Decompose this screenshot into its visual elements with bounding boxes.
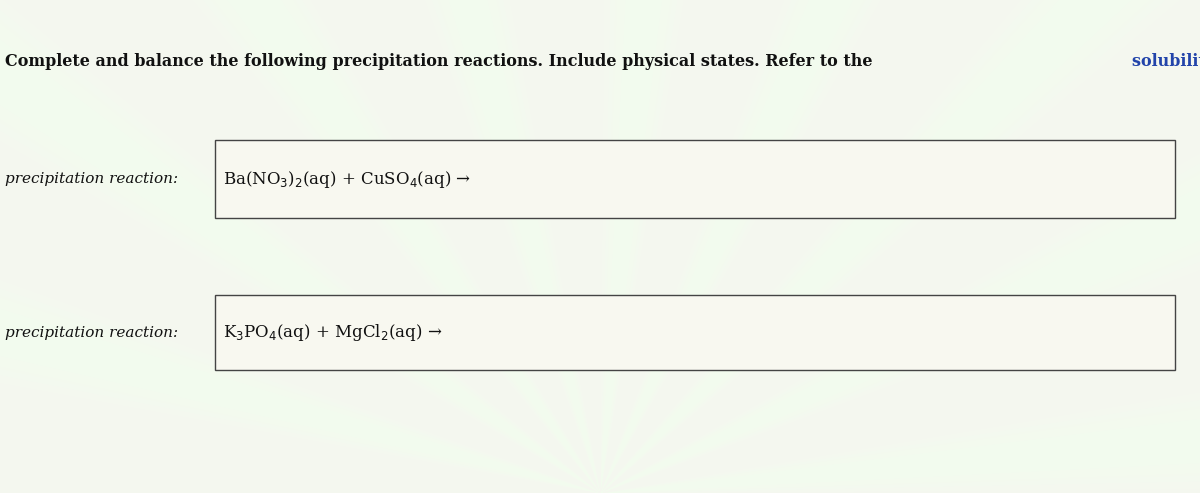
Text: precipitation reaction:: precipitation reaction: <box>5 172 178 186</box>
Text: solubility rules: solubility rules <box>1132 54 1200 70</box>
Bar <box>215 295 1175 370</box>
Text: K$_3$PO$_4$(aq) + MgCl$_2$(aq) →: K$_3$PO$_4$(aq) + MgCl$_2$(aq) → <box>223 322 443 343</box>
Text: Ba(NO$_3$)$_2$(aq) + CuSO$_4$(aq) →: Ba(NO$_3$)$_2$(aq) + CuSO$_4$(aq) → <box>223 169 472 189</box>
Text: precipitation reaction:: precipitation reaction: <box>5 326 178 340</box>
Bar <box>215 140 1175 218</box>
Text: Complete and balance the following precipitation reactions. Include physical sta: Complete and balance the following preci… <box>5 54 878 70</box>
